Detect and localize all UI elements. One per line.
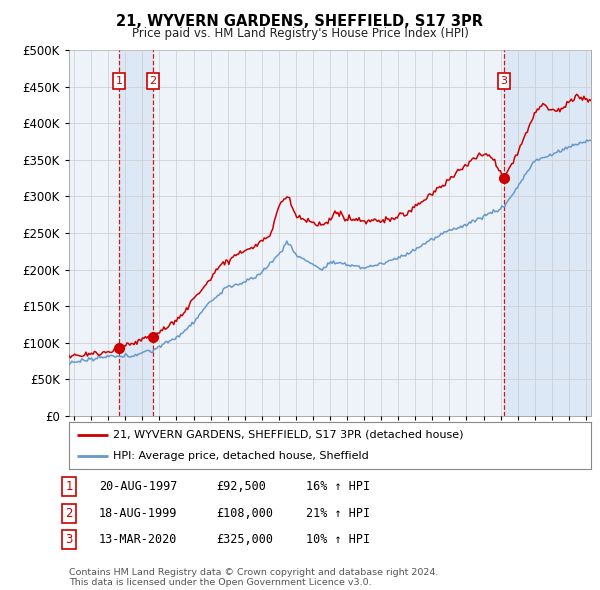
Text: £92,500: £92,500	[216, 480, 266, 493]
Text: 18-AUG-1999: 18-AUG-1999	[99, 507, 178, 520]
Text: This data is licensed under the Open Government Licence v3.0.: This data is licensed under the Open Gov…	[69, 578, 371, 587]
Text: 16% ↑ HPI: 16% ↑ HPI	[306, 480, 370, 493]
Text: 3: 3	[500, 76, 508, 86]
Text: 20-AUG-1997: 20-AUG-1997	[99, 480, 178, 493]
Text: HPI: Average price, detached house, Sheffield: HPI: Average price, detached house, Shef…	[113, 451, 369, 461]
Text: 1: 1	[115, 76, 122, 86]
Bar	[504, 50, 591, 416]
Text: Contains HM Land Registry data © Crown copyright and database right 2024.: Contains HM Land Registry data © Crown c…	[69, 568, 439, 577]
Text: 3: 3	[65, 533, 73, 546]
Text: 10% ↑ HPI: 10% ↑ HPI	[306, 533, 370, 546]
Text: 21% ↑ HPI: 21% ↑ HPI	[306, 507, 370, 520]
Text: £108,000: £108,000	[216, 507, 273, 520]
Text: £325,000: £325,000	[216, 533, 273, 546]
Text: 2: 2	[65, 507, 73, 520]
Text: Price paid vs. HM Land Registry's House Price Index (HPI): Price paid vs. HM Land Registry's House …	[131, 27, 469, 40]
Bar	[119, 50, 153, 416]
Text: 21, WYVERN GARDENS, SHEFFIELD, S17 3PR (detached house): 21, WYVERN GARDENS, SHEFFIELD, S17 3PR (…	[113, 430, 464, 440]
Text: 21, WYVERN GARDENS, SHEFFIELD, S17 3PR: 21, WYVERN GARDENS, SHEFFIELD, S17 3PR	[116, 14, 484, 30]
Text: 13-MAR-2020: 13-MAR-2020	[99, 533, 178, 546]
Text: 1: 1	[65, 480, 73, 493]
Text: 2: 2	[149, 76, 157, 86]
